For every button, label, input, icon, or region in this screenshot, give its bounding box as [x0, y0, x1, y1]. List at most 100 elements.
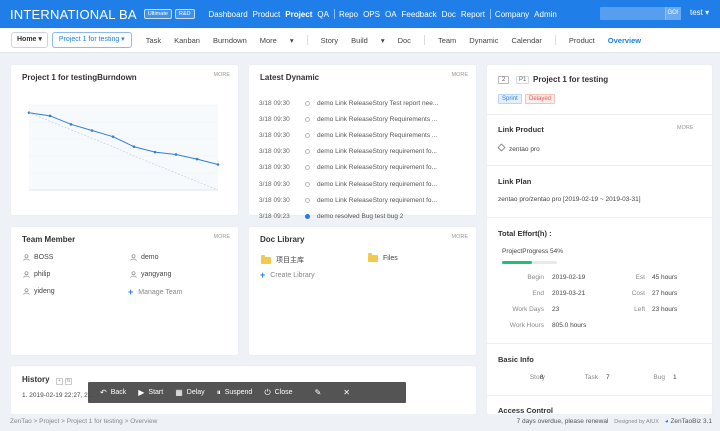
renewal-notice[interactable]: 7 days overdue, please renewal — [516, 418, 609, 425]
tab-burndown[interactable]: Burndown — [212, 35, 247, 45]
history-expand-icon[interactable]: + — [55, 378, 63, 385]
tab-task[interactable]: Task — [145, 35, 162, 45]
dynamic-text[interactable]: demo Link ReleaseStory Test report nee..… — [317, 99, 439, 107]
breadcrumb-project-name[interactable]: Project 1 for testing — [66, 418, 123, 425]
team-member[interactable]: yangyang — [130, 271, 171, 278]
member-name: yangyang — [141, 271, 172, 278]
team-member[interactable]: yideng — [23, 288, 55, 295]
project-selector[interactable]: Project 1 for testing ▾ — [51, 32, 132, 48]
tab-overview[interactable]: Overview — [607, 35, 642, 45]
data-point[interactable] — [69, 123, 73, 126]
data-point[interactable] — [153, 150, 157, 154]
doc-folder[interactable]: Files — [368, 253, 398, 262]
menu-admin[interactable]: Admin — [534, 9, 557, 19]
menu-report[interactable]: Report — [460, 9, 485, 19]
bug-value[interactable]: 1 — [673, 374, 677, 381]
story-label: Story — [529, 374, 545, 381]
dynamic-text[interactable]: demo resolved Bug test bug 2 — [317, 212, 404, 220]
data-point[interactable] — [195, 157, 199, 161]
dynamic-text[interactable]: demo Link ReleaseStory Requirements ... — [317, 131, 438, 139]
task-value[interactable]: 7 — [606, 374, 610, 381]
action-toolbar: ↶ Back ▶ Start ▦ Delay ⏸ Suspend ⏻ Close ✎ ✕ — [88, 382, 406, 403]
breadcrumb-zentao[interactable]: ZenTao — [10, 418, 32, 425]
tab-team[interactable]: Team — [437, 35, 457, 45]
breadcrumb-project[interactable]: Project — [39, 418, 60, 425]
tab-product[interactable]: Product — [568, 35, 595, 45]
create-library-link[interactable]: + Create Library — [260, 270, 315, 280]
data-point[interactable] — [111, 135, 115, 138]
dynamic-time: 3/18 09:30 — [259, 180, 290, 188]
menu-oa[interactable]: OA — [384, 9, 397, 19]
manage-team-link[interactable]: + Manage Team — [128, 287, 183, 297]
menu-company[interactable]: Company — [494, 9, 530, 19]
search-input[interactable] — [600, 7, 666, 20]
tab-build[interactable]: Build ▾ — [351, 35, 385, 45]
search-go-button[interactable]: GO! — [665, 7, 681, 20]
dynamic-text[interactable]: demo Link ReleaseStory requirement fo... — [317, 148, 437, 156]
dynamic-more-link[interactable]: MORE — [451, 72, 469, 78]
dynamic-time: 3/18 09:30 — [259, 99, 290, 107]
end-label: End — [532, 290, 544, 297]
burndown-title: Project 1 for testingBurndown — [22, 73, 137, 82]
history-title: History + ⇅ — [22, 375, 73, 385]
menu-ops[interactable]: OPS — [363, 9, 380, 19]
suspend-button[interactable]: ⏸ Suspend — [217, 388, 253, 398]
tab-more[interactable]: More ▾ — [259, 35, 294, 45]
back-icon: ↶ — [100, 388, 107, 397]
manage-team-label: Manage Team — [138, 288, 183, 296]
start-button[interactable]: ▶ Start — [138, 388, 163, 397]
tab-story[interactable]: Story — [320, 35, 339, 45]
history-sort-icon[interactable]: ⇅ — [65, 378, 73, 385]
plot-area — [29, 105, 218, 190]
brand-title[interactable]: INTERNATIONAL BA — [10, 6, 137, 22]
menu-product[interactable]: Product — [252, 9, 281, 19]
tab-kanban[interactable]: Kanban — [174, 35, 200, 45]
home-dropdown[interactable]: Home ▾ — [11, 32, 48, 48]
dynamic-text[interactable]: demo Link ReleaseStory requirement fo... — [317, 164, 437, 172]
folder-icon — [368, 253, 378, 262]
data-point[interactable] — [48, 114, 52, 118]
dynamic-text[interactable]: demo Link ReleaseStory requirement fo... — [317, 196, 437, 204]
edit-button[interactable]: ✎ — [315, 388, 326, 397]
folder-name: 项目主库 — [276, 257, 304, 264]
tab-dynamic[interactable]: Dynamic — [469, 35, 499, 45]
link-product-more[interactable]: MORE — [677, 125, 694, 131]
delete-button[interactable]: ✕ — [343, 388, 354, 397]
team-member[interactable]: BOSS — [23, 254, 53, 261]
menu-repo[interactable]: Repo — [338, 9, 359, 19]
cost-label: Cost — [631, 290, 645, 297]
story-value[interactable]: 8 — [540, 374, 544, 381]
doclib-more-link[interactable]: MORE — [451, 234, 469, 240]
close-project-button[interactable]: ⏻ Close — [264, 388, 292, 398]
data-point[interactable] — [90, 129, 94, 132]
menu-project[interactable]: Project — [285, 9, 313, 19]
dynamic-time: 3/18 09:30 — [259, 131, 290, 139]
version-label[interactable]: ZenTaoBiz 3.1 — [670, 418, 712, 425]
linked-plan[interactable]: zentao pro/zentao pro [2019-02-19 ~ 2019… — [498, 196, 641, 203]
burndown-more-link[interactable]: MORE — [213, 72, 231, 78]
tab-doc[interactable]: Doc — [397, 35, 411, 45]
linked-product[interactable]: zentao pro — [497, 143, 540, 153]
calendar-icon: ▦ — [175, 388, 183, 397]
delayed-tag: Delayed — [525, 94, 556, 104]
back-button[interactable]: ↶ Back — [100, 388, 126, 397]
menu-doc[interactable]: Doc — [441, 9, 456, 19]
user-icon — [130, 254, 137, 261]
team-member[interactable]: philip — [23, 271, 50, 278]
team-title: Team Member — [22, 235, 76, 244]
menu-dashboard[interactable]: Dashboard — [208, 9, 248, 19]
data-point[interactable] — [216, 163, 220, 166]
delay-button[interactable]: ▦ Delay — [175, 388, 204, 397]
dynamic-text[interactable]: demo Link ReleaseStory requirement fo... — [317, 180, 437, 188]
tab-calendar[interactable]: Calendar — [511, 35, 542, 45]
menu-feedback[interactable]: Feedback — [401, 9, 437, 19]
menu-qa[interactable]: QA — [317, 9, 329, 19]
team-member[interactable]: demo — [130, 254, 159, 261]
team-more-link[interactable]: MORE — [213, 234, 231, 240]
data-point[interactable] — [132, 145, 136, 149]
doc-folder[interactable]: 项目主库 — [261, 254, 304, 265]
user-menu[interactable]: test ▾ — [690, 8, 710, 17]
data-point[interactable] — [174, 153, 178, 156]
dynamic-text[interactable]: demo Link ReleaseStory Requirements ... — [317, 115, 438, 123]
power-icon: ⏻ — [264, 387, 271, 397]
